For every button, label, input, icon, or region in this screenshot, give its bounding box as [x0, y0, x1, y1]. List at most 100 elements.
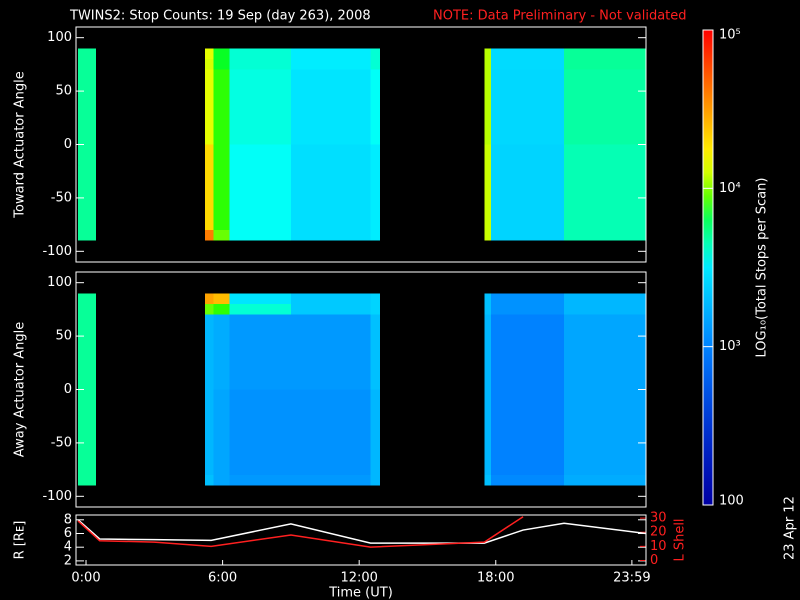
series-line — [77, 519, 646, 544]
x-tick-label: 12:00 — [340, 571, 377, 586]
title: TWINS2: Stop Counts: 19 Sep (day 263), 2… — [69, 9, 371, 24]
heatmap-cell — [78, 304, 97, 315]
heatmap-cell — [213, 304, 230, 315]
y-tick-label: 50 — [55, 84, 72, 99]
heatmap-cell — [370, 48, 381, 60]
heatmap-cell — [78, 389, 97, 475]
heatmap-cell — [290, 474, 371, 486]
heatmap-cell — [491, 229, 565, 241]
heatmap-cell — [484, 69, 492, 145]
heatmap-cell — [205, 69, 214, 145]
colorbar — [702, 29, 714, 506]
heatmap-cell — [213, 474, 230, 486]
y-tick-label: 6 — [64, 526, 72, 541]
heatmap-cell — [213, 229, 230, 241]
x-tick-label: 18:00 — [477, 571, 514, 586]
heatmap-cell — [78, 59, 97, 70]
heatmap-cell — [491, 474, 565, 486]
y-tick-label: -100 — [42, 489, 72, 504]
heatmap-cell — [78, 314, 97, 390]
y-axis-label: Toward Actuator Angle — [13, 71, 28, 218]
heatmap-cell — [229, 474, 291, 486]
heatmap-cell — [564, 293, 646, 305]
y-axis-label: Away Actuator Angle — [13, 322, 28, 457]
heatmap-cell — [491, 314, 565, 390]
heatmap-cell — [491, 144, 565, 230]
heatmap-cell — [491, 293, 565, 305]
x-tick-label: 0:00 — [71, 571, 100, 586]
heatmap-cell — [229, 314, 291, 390]
heatmap-cell — [229, 59, 291, 70]
heatmap-cell — [213, 59, 230, 70]
panel-frame — [75, 514, 647, 566]
heatmap-cell — [290, 48, 371, 60]
heatmap-cell — [370, 389, 381, 475]
y-tick-label: 100 — [47, 275, 72, 290]
y2-tick-label: 10 — [650, 539, 667, 554]
heatmap-cell — [213, 48, 230, 60]
heatmap-cell — [229, 293, 291, 305]
heatmap-cell — [213, 389, 230, 475]
heatmap-cell — [205, 144, 214, 230]
heatmap-cell — [370, 144, 381, 230]
heatmap-cell — [564, 59, 646, 70]
y2-tick-label: 20 — [650, 525, 667, 540]
heatmap-cell — [229, 48, 291, 60]
heatmap-cell — [564, 48, 646, 60]
heatmap-cell — [213, 293, 230, 305]
heatmap-cell — [290, 229, 371, 241]
x-tick-label: 6:00 — [208, 571, 237, 586]
heatmap-cell — [370, 69, 381, 145]
heatmap-cell — [290, 144, 371, 230]
y-tick-label: 0 — [64, 137, 72, 152]
y-tick-label: -100 — [42, 244, 72, 259]
heatmap-cell — [205, 314, 214, 390]
date-stamp: 23 Apr 12 — [783, 496, 798, 560]
heatmap-cell — [213, 69, 230, 145]
heatmap-cell — [205, 59, 214, 70]
heatmap-cell — [78, 229, 97, 241]
y-tick-label: -50 — [51, 190, 72, 205]
heatmap-cell — [205, 48, 214, 60]
heatmap-cell — [491, 69, 565, 145]
heatmap-cell — [370, 59, 381, 70]
heatmap-cell — [290, 69, 371, 145]
heatmap-cell — [484, 229, 492, 241]
heatmap-cell — [205, 229, 214, 241]
heatmap-cell — [564, 304, 646, 315]
heatmap-cell — [484, 304, 492, 315]
heatmap-cell — [205, 293, 214, 305]
heatmap-cell — [205, 304, 214, 315]
heatmap-cell — [484, 389, 492, 475]
heatmap-cell — [564, 229, 646, 241]
heatmap-cell — [78, 293, 97, 305]
heatmap-cell — [484, 314, 492, 390]
heatmap-cell — [213, 144, 230, 230]
y2-axis-label: L Shell — [673, 518, 688, 561]
heatmap-cell — [229, 229, 291, 241]
heatmap-cell — [290, 59, 371, 70]
y2-tick-label: 30 — [650, 511, 667, 526]
y-tick-label: 50 — [55, 329, 72, 344]
heatmap-cell — [78, 144, 97, 230]
y2-tick-label: 0 — [650, 553, 658, 568]
y-tick-label: 100 — [47, 30, 72, 45]
heatmap-cell — [484, 59, 492, 70]
heatmap-cell — [564, 314, 646, 390]
heatmap-cell — [484, 48, 492, 60]
heatmap-cell — [290, 293, 371, 305]
heatmap-cell — [229, 144, 291, 230]
heatmap-cell — [491, 59, 565, 70]
colorbar-label: LOG₁₀(Total Stops per Scan) — [755, 178, 770, 358]
heatmap-cell — [564, 389, 646, 475]
heatmap-cell — [370, 304, 381, 315]
heatmap-cell — [484, 474, 492, 486]
colorbar-tick-label: 10⁴ — [719, 181, 741, 196]
heatmap-cell — [229, 304, 291, 315]
series-line — [77, 516, 524, 548]
note: NOTE: Data Preliminary - Not validated — [433, 9, 687, 24]
heatmap-cell — [370, 474, 381, 486]
heatmap-cell — [564, 474, 646, 486]
heatmap-cell — [491, 304, 565, 315]
